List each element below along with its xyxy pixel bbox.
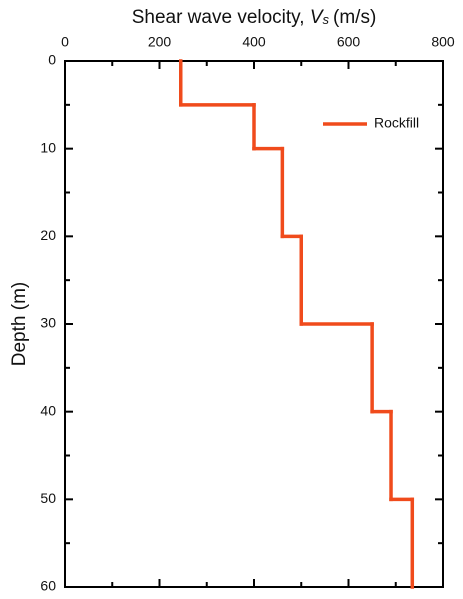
x-label-unit: (m/s) [333, 7, 376, 28]
y-axis-label: Depth (m) [9, 282, 30, 366]
x-label-subscript: s [323, 12, 330, 27]
x-label-symbol: V [310, 7, 325, 28]
y-tick-label: 40 [40, 402, 56, 418]
x-tick-label: 400 [242, 34, 266, 50]
legend-label: Rockfill [374, 115, 419, 131]
x-tick-label: 800 [431, 34, 455, 50]
x-tick-label: 200 [148, 34, 172, 50]
x-tick-label: 0 [61, 34, 69, 50]
y-tick-label: 0 [48, 52, 56, 68]
y-tick-label: 10 [40, 139, 56, 155]
y-tick-label: 50 [40, 490, 56, 506]
y-tick-label: 60 [40, 578, 56, 594]
x-tick-label: 600 [337, 34, 361, 50]
x-label-text: Shear wave velocity, [132, 7, 310, 28]
y-tick-label: 20 [40, 227, 56, 243]
x-axis-label: Shear wave velocity, Vs (m/s) [132, 7, 377, 28]
y-tick-label: 30 [40, 315, 56, 331]
